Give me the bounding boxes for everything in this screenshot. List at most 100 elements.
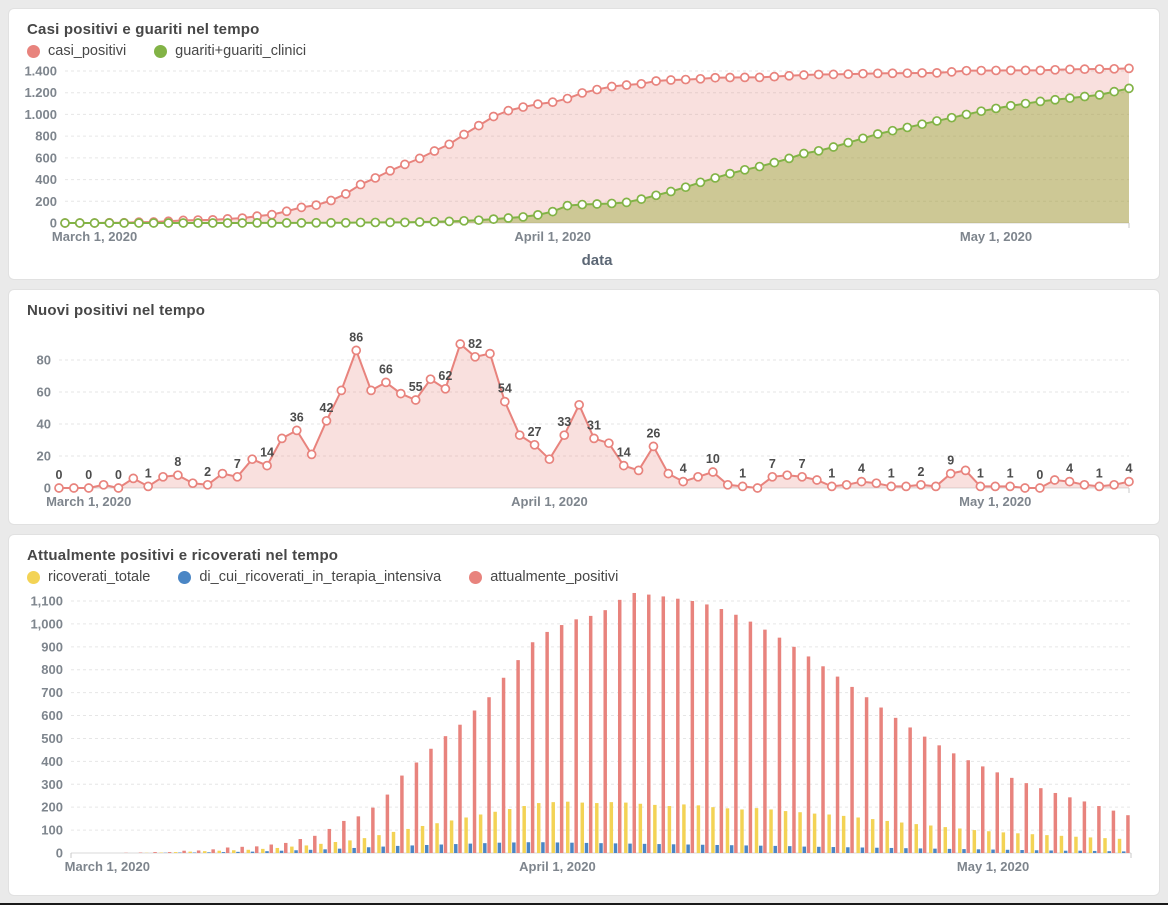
- bar-di_cui_ricoverati_in_terapia_intensiva[interactable]: [991, 850, 994, 853]
- bar-di_cui_ricoverati_in_terapia_intensiva[interactable]: [744, 845, 747, 853]
- legend-item-di_cui_ricoverati_in_terapia_intensiva[interactable]: di_cui_ricoverati_in_terapia_intensiva: [178, 569, 441, 585]
- bar-ricoverati_totale[interactable]: [276, 848, 279, 853]
- bar-ricoverati_totale[interactable]: [188, 852, 191, 853]
- legend-item-attualmente_positivi[interactable]: attualmente_positivi: [469, 569, 618, 585]
- bar-ricoverati_totale[interactable]: [174, 852, 177, 853]
- bar-di_cui_ricoverati_in_terapia_intensiva[interactable]: [701, 845, 704, 853]
- bar-di_cui_ricoverati_in_terapia_intensiva[interactable]: [803, 847, 806, 853]
- bar-attualmente_positivi[interactable]: [429, 749, 432, 853]
- data-point[interactable]: [1051, 476, 1059, 484]
- data-point[interactable]: [962, 67, 970, 75]
- bar-di_cui_ricoverati_in_terapia_intensiva[interactable]: [585, 843, 588, 853]
- data-point[interactable]: [430, 147, 438, 155]
- data-point[interactable]: [1006, 482, 1014, 490]
- data-point[interactable]: [1095, 91, 1103, 99]
- bar-di_cui_ricoverati_in_terapia_intensiva[interactable]: [469, 844, 472, 853]
- bar-ricoverati_totale[interactable]: [610, 802, 613, 853]
- data-point[interactable]: [813, 476, 821, 484]
- data-point[interactable]: [76, 219, 84, 227]
- bar-ricoverati_totale[interactable]: [305, 845, 308, 853]
- bar-attualmente_positivi[interactable]: [357, 816, 360, 853]
- data-point[interactable]: [312, 201, 320, 209]
- data-point[interactable]: [917, 481, 925, 489]
- data-point[interactable]: [70, 484, 78, 492]
- bar-di_cui_ricoverati_in_terapia_intensiva[interactable]: [686, 845, 689, 853]
- data-point[interactable]: [545, 455, 553, 463]
- data-point[interactable]: [120, 219, 128, 227]
- data-point[interactable]: [933, 117, 941, 125]
- data-point[interactable]: [308, 450, 316, 458]
- data-point[interactable]: [204, 481, 212, 489]
- bar-ricoverati_totale[interactable]: [406, 829, 409, 853]
- data-point[interactable]: [475, 216, 483, 224]
- bar-di_cui_ricoverati_in_terapia_intensiva[interactable]: [338, 849, 341, 853]
- bar-attualmente_positivi[interactable]: [1112, 811, 1115, 853]
- bar-attualmente_positivi[interactable]: [400, 776, 403, 853]
- bar-attualmente_positivi[interactable]: [879, 708, 882, 853]
- data-point[interactable]: [664, 470, 672, 478]
- bar-attualmente_positivi[interactable]: [923, 737, 926, 853]
- bar-attualmente_positivi[interactable]: [313, 836, 316, 853]
- bar-attualmente_positivi[interactable]: [821, 666, 824, 853]
- bar-di_cui_ricoverati_in_terapia_intensiva[interactable]: [628, 844, 631, 853]
- data-point[interactable]: [189, 479, 197, 487]
- data-point[interactable]: [756, 163, 764, 171]
- bar-ricoverati_totale[interactable]: [711, 807, 714, 853]
- bar-di_cui_ricoverati_in_terapia_intensiva[interactable]: [527, 842, 530, 853]
- data-point[interactable]: [918, 69, 926, 77]
- data-point[interactable]: [1110, 481, 1118, 489]
- bar-attualmente_positivi[interactable]: [691, 601, 694, 853]
- data-point[interactable]: [283, 207, 291, 215]
- data-point[interactable]: [504, 214, 512, 222]
- data-point[interactable]: [371, 218, 379, 226]
- bar-attualmente_positivi[interactable]: [662, 596, 665, 853]
- bar-attualmente_positivi[interactable]: [778, 638, 781, 853]
- bar-ricoverati_totale[interactable]: [915, 824, 918, 853]
- data-point[interactable]: [531, 441, 539, 449]
- bar-ricoverati_totale[interactable]: [929, 826, 932, 853]
- bar-attualmente_positivi[interactable]: [444, 736, 447, 853]
- bar-di_cui_ricoverati_in_terapia_intensiva[interactable]: [875, 848, 878, 853]
- bar-attualmente_positivi[interactable]: [807, 656, 810, 853]
- data-point[interactable]: [637, 195, 645, 203]
- data-point[interactable]: [976, 482, 984, 490]
- bar-attualmente_positivi[interactable]: [1010, 778, 1013, 853]
- data-point[interactable]: [800, 150, 808, 158]
- data-point[interactable]: [829, 70, 837, 78]
- data-point[interactable]: [859, 70, 867, 78]
- data-point[interactable]: [800, 71, 808, 79]
- bar-attualmente_positivi[interactable]: [153, 852, 156, 853]
- data-point[interactable]: [85, 484, 93, 492]
- bar-ricoverati_totale[interactable]: [871, 819, 874, 853]
- data-point[interactable]: [947, 470, 955, 478]
- data-point[interactable]: [456, 340, 464, 348]
- data-point[interactable]: [233, 473, 241, 481]
- bar-di_cui_ricoverati_in_terapia_intensiva[interactable]: [846, 847, 849, 853]
- bar-attualmente_positivi[interactable]: [633, 593, 636, 853]
- bar-di_cui_ricoverati_in_terapia_intensiva[interactable]: [1064, 851, 1067, 853]
- bar-attualmente_positivi[interactable]: [545, 632, 548, 853]
- data-point[interactable]: [386, 218, 394, 226]
- data-point[interactable]: [323, 417, 331, 425]
- data-point[interactable]: [1125, 478, 1133, 486]
- data-point[interactable]: [682, 183, 690, 191]
- attualmente-positivi-plot[interactable]: 01002003004005006007008009001,0001,100Ma…: [25, 589, 1143, 891]
- data-point[interactable]: [1095, 65, 1103, 73]
- bar-attualmente_positivi[interactable]: [850, 687, 853, 853]
- bar-ricoverati_totale[interactable]: [813, 814, 816, 853]
- data-point[interactable]: [549, 98, 557, 106]
- bar-ricoverati_totale[interactable]: [769, 809, 772, 853]
- bar-ricoverati_totale[interactable]: [856, 817, 859, 853]
- bar-di_cui_ricoverati_in_terapia_intensiva[interactable]: [715, 845, 718, 853]
- data-point[interactable]: [460, 131, 468, 139]
- bar-ricoverati_totale[interactable]: [697, 805, 700, 853]
- data-point[interactable]: [397, 390, 405, 398]
- bar-ricoverati_totale[interactable]: [522, 806, 525, 853]
- data-point[interactable]: [164, 219, 172, 227]
- bar-di_cui_ricoverati_in_terapia_intensiva[interactable]: [410, 845, 413, 853]
- data-point[interactable]: [327, 219, 335, 227]
- data-point[interactable]: [238, 219, 246, 227]
- bar-attualmente_positivi[interactable]: [1126, 815, 1129, 853]
- bar-di_cui_ricoverati_in_terapia_intensiva[interactable]: [904, 848, 907, 853]
